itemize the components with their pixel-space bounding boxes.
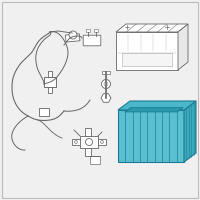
- Polygon shape: [125, 108, 183, 112]
- Circle shape: [101, 140, 104, 144]
- Bar: [102, 71, 110, 74]
- Bar: [94, 29, 98, 32]
- Polygon shape: [118, 101, 196, 110]
- Bar: [86, 29, 90, 32]
- Bar: [80, 136, 98, 148]
- Bar: [90, 156, 100, 164]
- FancyBboxPatch shape: [83, 35, 101, 46]
- Circle shape: [74, 140, 78, 144]
- Bar: [48, 71, 52, 77]
- Bar: [122, 53, 172, 66]
- Bar: [85, 128, 91, 136]
- Polygon shape: [116, 24, 188, 32]
- Polygon shape: [101, 94, 111, 102]
- Bar: [65, 34, 80, 42]
- Polygon shape: [184, 101, 196, 162]
- Bar: [85, 148, 91, 156]
- Bar: [98, 139, 106, 145]
- Bar: [116, 32, 178, 70]
- Polygon shape: [118, 110, 184, 162]
- Polygon shape: [178, 24, 188, 70]
- Circle shape: [102, 79, 110, 88]
- Bar: [39, 108, 49, 116]
- Bar: [48, 87, 52, 93]
- Bar: [44, 77, 56, 87]
- Bar: [72, 139, 80, 145]
- Circle shape: [86, 138, 92, 146]
- Circle shape: [69, 31, 77, 39]
